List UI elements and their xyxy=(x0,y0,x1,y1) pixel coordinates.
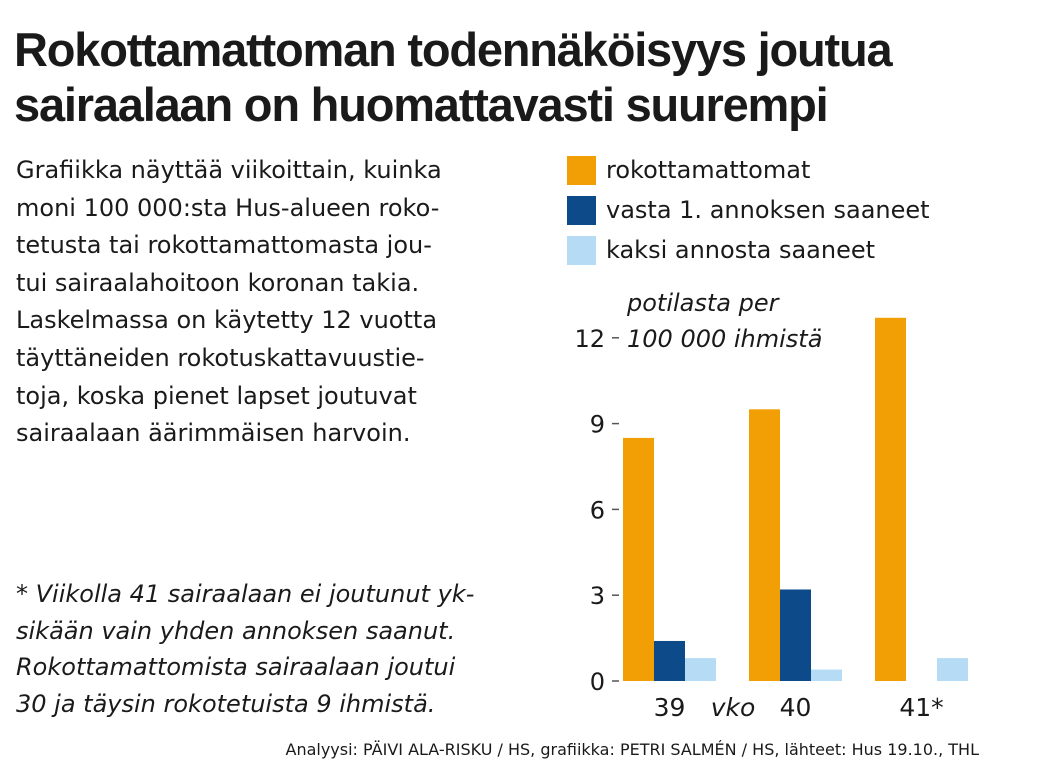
title-line: Rokottamattoman todennäköisyys joutua xyxy=(14,23,893,76)
footnote-line: 30 ja täysin rokotetuista 9 ihmistä. xyxy=(16,689,436,718)
footnote-text: * Viikolla 41 sairaalaan ei joutunut yk-… xyxy=(16,576,556,722)
footnote-line: * Viikolla 41 sairaalaan ei joutunut yk- xyxy=(16,580,475,608)
chart-legend: rokottamattomat vasta 1. annoksen saanee… xyxy=(567,150,930,270)
credit-line: Analyysi: PÄIVI ALA-RISKU / HS, grafiikk… xyxy=(285,740,980,759)
legend-label: rokottamattomat xyxy=(606,156,811,184)
legend-swatch xyxy=(567,155,596,185)
legend-swatch xyxy=(567,235,596,265)
chart-title: Rokottamattoman todennäköisyys joutua sa… xyxy=(14,22,1024,132)
description-line: Laskelmassa on käytetty 12 vuotta xyxy=(16,306,438,335)
description-line: Grafiikka näyttää viikoittain, kuinka xyxy=(16,156,442,184)
legend-item-two-doses: kaksi annosta saaneet xyxy=(567,230,930,270)
bar xyxy=(749,409,780,681)
legend-label: kaksi annosta saaneet xyxy=(606,236,876,264)
legend-item-one-dose: vasta 1. annoksen saaneet xyxy=(567,190,930,230)
x-axis-label: vko xyxy=(711,693,756,722)
description-line: tetusta tai rokottamattomasta jou- xyxy=(16,231,432,260)
description-text: Grafiikka näyttää viikoittain, kuinka mo… xyxy=(16,152,556,453)
description-line: sairaalaan äärimmäisen harvoin. xyxy=(16,419,411,448)
bar xyxy=(875,317,906,681)
bar xyxy=(937,658,968,681)
legend-swatch xyxy=(567,195,596,225)
description-line: toja, koska pienet lapset joutuvat xyxy=(16,381,417,410)
y-axis-label: potilasta per xyxy=(626,289,781,317)
footnote-line: sikään vain yhden annoksen saanut. xyxy=(16,616,456,645)
bar xyxy=(654,640,685,681)
bar xyxy=(780,589,811,681)
y-tick-label: 3 xyxy=(590,582,605,610)
x-tick-label: 40 xyxy=(780,693,812,722)
title-line: sairaalaan on huomattavasti suurempi xyxy=(14,78,829,131)
description-line: täyttäneiden rokotuskattavuustie- xyxy=(16,343,425,372)
y-tick-label: 0 xyxy=(590,668,605,696)
footnote-line: Rokottamattomista sairaalaan joutui xyxy=(16,653,456,681)
description-line: tui sairaalahoitoon koronan takia. xyxy=(16,268,420,297)
legend-label: vasta 1. annoksen saaneet xyxy=(606,196,930,224)
bar xyxy=(685,658,716,681)
y-tick-label: 12 xyxy=(574,325,605,353)
bar xyxy=(623,437,654,681)
y-tick-label: 9 xyxy=(590,411,605,439)
x-tick-label: 39 xyxy=(654,693,686,722)
legend-item-unvaccinated: rokottamattomat xyxy=(567,150,930,190)
y-tick-label: 6 xyxy=(590,496,605,524)
x-tick-label: 41* xyxy=(899,693,943,722)
description-line: moni 100 000:sta Hus-alueen roko- xyxy=(16,193,440,222)
y-axis-label: 100 000 ihmistä xyxy=(627,325,822,353)
bar xyxy=(811,669,842,681)
